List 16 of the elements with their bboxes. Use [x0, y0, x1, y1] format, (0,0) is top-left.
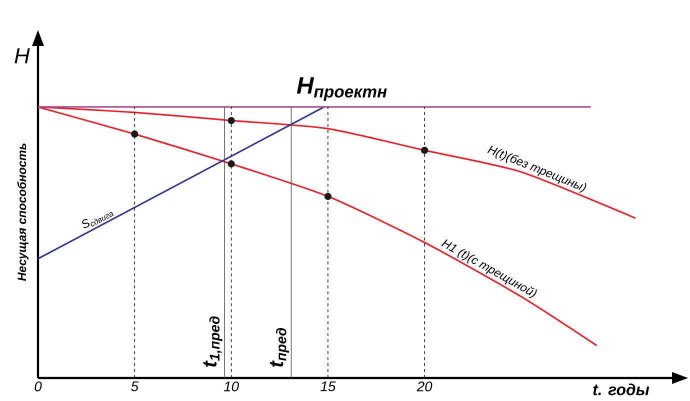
point: [131, 130, 138, 138]
x-tick-label: 0: [34, 382, 42, 392]
x-tick-label: 15: [320, 382, 336, 392]
x-tick-label: 10: [224, 382, 239, 392]
x-axis-title: t. годы: [593, 384, 650, 396]
ref-line-label: t$_{1,пред}$: [203, 316, 222, 367]
point: [421, 146, 428, 154]
ref-line-label: t$_{пред}$: [270, 328, 290, 367]
y-axis-title: Несущая способность: [17, 144, 29, 281]
x-tick-label: 5: [131, 382, 139, 392]
series-label: H$_{проектн}$: [296, 77, 387, 101]
text: H: [14, 48, 30, 64]
point: [228, 160, 235, 168]
point: [324, 192, 332, 200]
x-tick-label: 20: [416, 382, 432, 392]
point: [228, 116, 235, 124]
